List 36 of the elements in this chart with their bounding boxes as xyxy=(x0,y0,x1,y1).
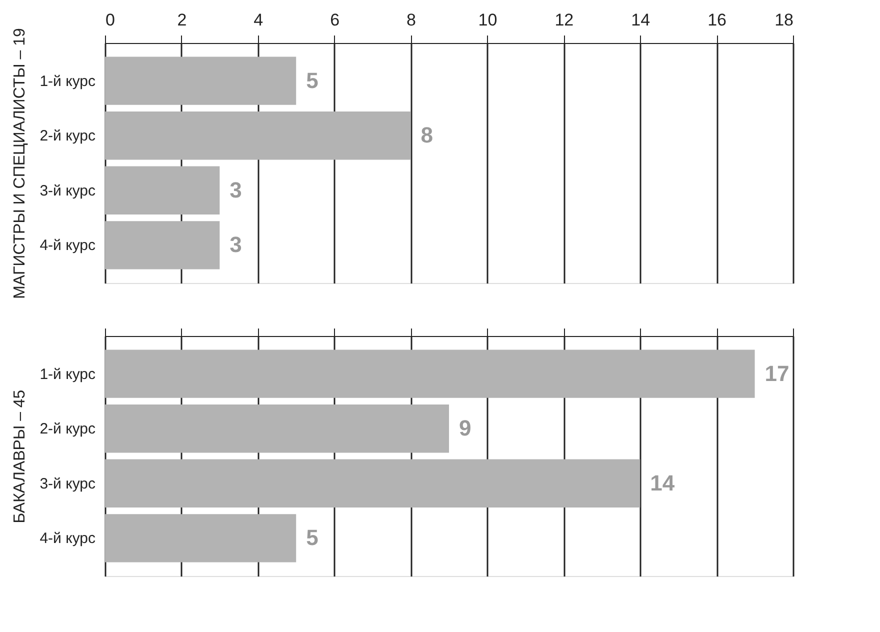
x-tick-label: 12 xyxy=(554,10,574,30)
bar xyxy=(105,459,640,508)
data-label: 3 xyxy=(230,232,242,258)
x-tick-label: 16 xyxy=(708,10,727,30)
bar xyxy=(105,111,411,160)
x-tick-label: 4 xyxy=(254,10,264,30)
y-tick-label: 2-й курс xyxy=(40,420,96,438)
data-label: 3 xyxy=(230,177,242,202)
y-tick-label: 3-й курс xyxy=(40,475,96,492)
x-tick-label: 8 xyxy=(406,10,416,30)
y-tick-label: 4-й курс xyxy=(40,530,96,548)
y-axis-title: МАГИСТРЫ И СПЕЦИАЛИСТЫ – 19 xyxy=(12,28,29,299)
data-label: 8 xyxy=(420,122,434,148)
y-tick-label: 3-й курс xyxy=(40,182,96,200)
y-tick-label: 2-й курс xyxy=(40,128,96,145)
y-tick-label: 1-й курс xyxy=(40,72,96,90)
data-label: 9 xyxy=(459,416,472,441)
x-tick-label: 14 xyxy=(631,10,650,30)
y-tick-label: 4-й курс xyxy=(40,237,96,254)
bar xyxy=(105,56,296,105)
bar xyxy=(105,514,296,562)
x-tick-label: 18 xyxy=(774,10,794,30)
data-label: 5 xyxy=(306,68,318,93)
x-tick-label: 10 xyxy=(478,10,498,30)
data-label: 14 xyxy=(650,470,676,496)
bar xyxy=(105,221,220,270)
data-label: 5 xyxy=(306,525,318,550)
bar xyxy=(105,166,220,215)
x-tick-label: 0 xyxy=(106,10,115,30)
data-label: 17 xyxy=(764,360,790,386)
y-axis-title: БАКАЛАВРЫ – 45 xyxy=(12,390,29,524)
bar xyxy=(105,350,755,398)
x-tick-label: 2 xyxy=(177,10,187,30)
y-tick-label: 1-й курс xyxy=(40,366,96,383)
bar xyxy=(105,404,449,453)
x-tick-label: 6 xyxy=(330,10,340,30)
